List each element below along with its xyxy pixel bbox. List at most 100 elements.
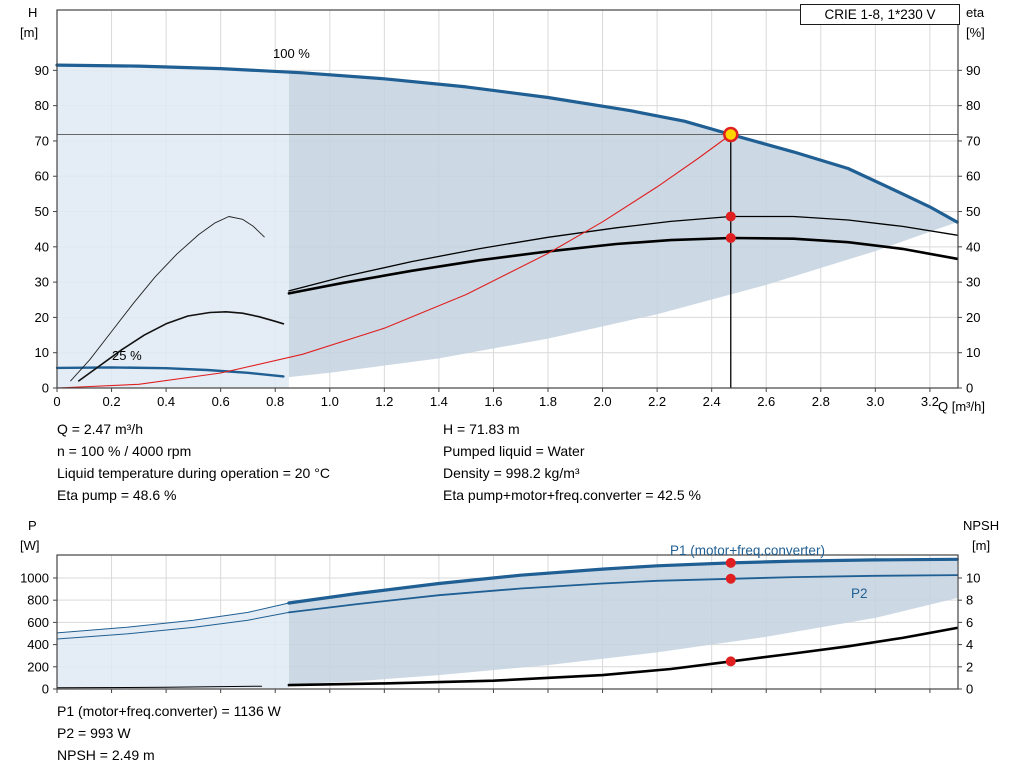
y-tick-label: 200 — [27, 659, 49, 674]
y2-tick-label: 50 — [966, 204, 980, 219]
plot-frame — [56, 9, 959, 389]
duty-point-marker — [723, 126, 739, 143]
x-tick-label: 0.2 — [103, 394, 121, 409]
result-p1: P1 (motor+freq.converter) = 1136 W — [57, 703, 281, 719]
y2-tick-label: 90 — [966, 63, 980, 78]
x-tick-label: 0 — [53, 394, 60, 409]
y2-tick-label: 30 — [966, 275, 980, 290]
npsh-curve-lowflow — [56, 685, 263, 689]
p2-marker — [725, 573, 736, 584]
y-tick-label: 800 — [27, 593, 49, 608]
duty-parabola — [56, 133, 732, 389]
result-temperature: Liquid temperature during operation = 20… — [57, 465, 330, 481]
p1-curve — [287, 557, 959, 605]
y2-tick-label: 4 — [966, 637, 973, 652]
y-tick-label: 80 — [35, 98, 49, 113]
x-tick-label: 3.2 — [921, 394, 939, 409]
p2-curve-lowflow — [56, 611, 290, 640]
result-density: Density = 998.2 kg/m³ — [443, 465, 580, 481]
y-tick-label: 10 — [35, 345, 49, 360]
y2-tick-label: 20 — [966, 310, 980, 325]
y2-tick-label: 8 — [966, 593, 973, 608]
eta-total-100-curve — [287, 236, 959, 295]
y2-tick-label: 0 — [966, 682, 973, 697]
x-tick-label: 2.6 — [757, 394, 775, 409]
npsh-marker — [725, 656, 736, 667]
x-tick-label: 2.2 — [648, 394, 666, 409]
speed-25-label: 25 % — [112, 348, 142, 363]
x-tick-label: 2.0 — [594, 394, 612, 409]
eta-total-marker — [725, 233, 736, 243]
y-tick-label: 50 — [35, 204, 49, 219]
y2-tick-label: 70 — [966, 133, 980, 148]
p-axis-unit: [W] — [20, 538, 40, 553]
y2-tick-label: 80 — [966, 98, 980, 113]
result-npsh: NPSH = 2.49 m — [57, 747, 155, 763]
y-tick-label: 90 — [35, 63, 49, 78]
y2-tick-label: 40 — [966, 239, 980, 254]
result-eta-total: Eta pump+motor+freq.converter = 42.5 % — [443, 487, 701, 503]
result-speed: n = 100 % / 4000 rpm — [57, 443, 192, 459]
y-tick-label: 1000 — [20, 570, 49, 585]
x-tick-label: 1.2 — [375, 394, 393, 409]
p1-curve-lowflow — [56, 602, 290, 634]
y2-tick-label: 10 — [966, 345, 980, 360]
x-tick-label: 2.4 — [703, 394, 721, 409]
eta-total-25-curve — [78, 310, 285, 382]
p2-curve-label: P2 — [851, 586, 868, 601]
eta-axis-label: eta — [966, 5, 985, 20]
result-eta-pump: Eta pump = 48.6 % — [57, 487, 177, 503]
x-tick-label: 1.4 — [430, 394, 448, 409]
q-axis-label: Q [m³/h] — [938, 399, 985, 414]
y-tick-label: 30 — [35, 275, 49, 290]
speed-25-curve — [55, 366, 285, 378]
eta-pump-marker — [725, 211, 736, 222]
y2-tick-label: 0 — [966, 381, 973, 396]
pump-type-title: CRIE 1-8, 1*230 V — [800, 4, 960, 25]
result-q: Q = 2.47 m³/h — [57, 421, 143, 437]
y-tick-label: 20 — [35, 310, 49, 325]
p-axis-label: P — [28, 518, 37, 533]
eta-pump-25-curve — [70, 216, 265, 382]
h-axis-label: H — [28, 5, 38, 20]
npsh-axis-unit: [m] — [972, 538, 991, 553]
y-tick-label: 600 — [27, 615, 49, 630]
y-tick-label: 40 — [35, 239, 49, 254]
power-envelope-lowflow — [57, 603, 289, 689]
y2-tick-label: 10 — [966, 570, 980, 585]
x-tick-label: 2.8 — [812, 394, 830, 409]
y2-tick-label: 2 — [966, 659, 973, 674]
x-tick-label: 3.0 — [866, 394, 884, 409]
operating-envelope — [288, 72, 958, 378]
y-tick-label: 70 — [35, 133, 49, 148]
x-tick-label: 0.4 — [157, 394, 175, 409]
x-tick-label: 1.6 — [484, 394, 502, 409]
h-axis-unit: [m] — [20, 25, 39, 40]
eta-pump-100-curve — [288, 215, 958, 292]
result-head: H = 71.83 m — [443, 421, 520, 437]
p1-marker — [725, 557, 736, 568]
result-p2: P2 = 993 W — [57, 725, 131, 741]
eta-axis-unit: [%] — [966, 25, 985, 40]
npsh-curve — [287, 626, 959, 687]
x-tick-label: 0.6 — [212, 394, 230, 409]
y2-tick-label: 6 — [966, 615, 973, 630]
y-tick-label: 400 — [27, 637, 49, 652]
operating-envelope-lowflow — [57, 65, 289, 388]
p2-curve — [287, 574, 959, 614]
speed-100-label: 100 % — [273, 46, 310, 61]
result-liquid: Pumped liquid = Water — [443, 443, 585, 459]
y-tick-label: 60 — [35, 169, 49, 184]
x-tick-label: 1.0 — [321, 394, 339, 409]
x-tick-label: 0.8 — [266, 394, 284, 409]
power-envelope — [288, 559, 958, 685]
npsh-axis-label: NPSH — [963, 518, 1000, 533]
speed-100-curve — [55, 63, 959, 224]
y2-tick-label: 60 — [966, 169, 980, 184]
y-tick-label: 0 — [42, 381, 49, 396]
y-tick-label: 0 — [42, 682, 49, 697]
x-tick-label: 1.8 — [539, 394, 557, 409]
p1-curve-label: P1 (motor+freq.converter) — [670, 543, 825, 558]
